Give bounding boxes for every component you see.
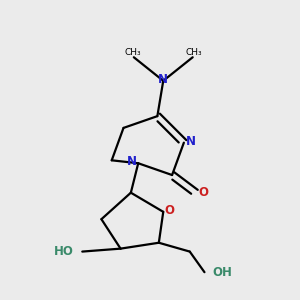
Text: CH₃: CH₃	[186, 48, 202, 57]
Text: OH: OH	[213, 266, 232, 279]
Text: N: N	[186, 135, 196, 148]
Text: HO: HO	[54, 245, 74, 258]
Text: O: O	[165, 204, 175, 217]
Text: N: N	[158, 73, 168, 86]
Text: N: N	[127, 155, 137, 168]
Text: CH₃: CH₃	[124, 48, 141, 57]
Text: O: O	[198, 186, 208, 199]
